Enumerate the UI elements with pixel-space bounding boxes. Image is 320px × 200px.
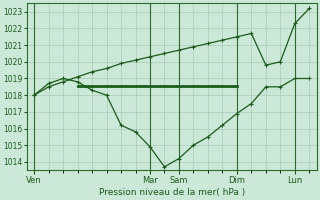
X-axis label: Pression niveau de la mer( hPa ): Pression niveau de la mer( hPa )	[99, 188, 245, 197]
